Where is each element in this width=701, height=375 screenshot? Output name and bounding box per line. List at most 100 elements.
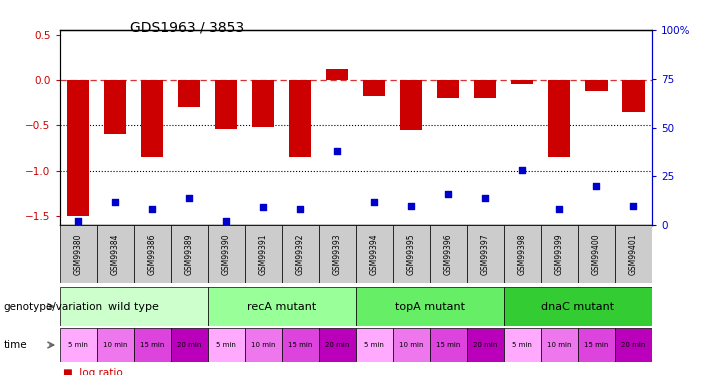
Bar [282, 328, 319, 362]
Bar [430, 225, 467, 283]
Bar [430, 328, 467, 362]
Text: GSM99394: GSM99394 [369, 233, 379, 275]
Text: 10 min: 10 min [251, 342, 275, 348]
Text: GSM99395: GSM99395 [407, 233, 416, 275]
Point [554, 206, 565, 212]
Text: topA mutant: topA mutant [395, 302, 465, 312]
Point [72, 218, 83, 224]
Point [257, 204, 268, 210]
Point [184, 195, 195, 201]
Bar [355, 225, 393, 283]
Bar [548, 80, 571, 157]
Text: 15 min: 15 min [140, 342, 164, 348]
Bar [355, 287, 504, 326]
Text: 20 min: 20 min [325, 342, 349, 348]
Bar [400, 80, 423, 130]
Bar [104, 80, 126, 134]
Bar [245, 225, 282, 283]
Bar [615, 328, 652, 362]
Bar [355, 328, 393, 362]
Text: ■  log ratio: ■ log ratio [63, 368, 123, 375]
Bar [60, 328, 97, 362]
Text: GSM99380: GSM99380 [74, 233, 83, 275]
Text: GSM99400: GSM99400 [592, 233, 601, 275]
Bar [67, 80, 89, 216]
Point [369, 199, 380, 205]
Point [406, 202, 417, 208]
Text: GDS1963 / 3853: GDS1963 / 3853 [130, 21, 244, 34]
Bar [319, 328, 355, 362]
Text: GSM99384: GSM99384 [111, 233, 120, 275]
Point [479, 195, 491, 201]
Bar [578, 328, 615, 362]
Text: 20 min: 20 min [177, 342, 201, 348]
Text: GSM99392: GSM99392 [296, 233, 305, 275]
Bar [393, 225, 430, 283]
Bar [178, 80, 200, 107]
Bar [134, 225, 170, 283]
Bar [615, 225, 652, 283]
Bar [622, 80, 644, 112]
Text: GSM99391: GSM99391 [259, 233, 268, 275]
Text: GSM99397: GSM99397 [481, 233, 490, 275]
Bar [289, 80, 311, 157]
Bar [282, 225, 319, 283]
Bar [60, 225, 97, 283]
Point [147, 206, 158, 212]
Point [517, 167, 528, 173]
Text: time: time [4, 340, 27, 350]
Bar [511, 80, 533, 84]
Text: wild type: wild type [108, 302, 159, 312]
Bar [363, 80, 386, 96]
Text: 15 min: 15 min [436, 342, 461, 348]
Text: GSM99401: GSM99401 [629, 233, 638, 275]
Bar [134, 328, 170, 362]
Point [591, 183, 602, 189]
Bar [170, 328, 207, 362]
Point [443, 191, 454, 197]
Text: 5 min: 5 min [68, 342, 88, 348]
Bar [504, 225, 541, 283]
Text: 20 min: 20 min [473, 342, 498, 348]
Bar [504, 328, 541, 362]
Bar [326, 69, 348, 80]
Bar [207, 328, 245, 362]
Bar [252, 80, 274, 127]
Point [109, 199, 121, 205]
Bar [585, 80, 608, 91]
Bar [60, 287, 207, 326]
Bar [207, 225, 245, 283]
Text: 20 min: 20 min [621, 342, 646, 348]
Bar [97, 225, 134, 283]
Point [628, 202, 639, 208]
Bar [504, 287, 652, 326]
Text: 5 min: 5 min [365, 342, 384, 348]
Text: GSM99390: GSM99390 [222, 233, 231, 275]
Text: 10 min: 10 min [547, 342, 571, 348]
Bar [541, 328, 578, 362]
Text: 5 min: 5 min [512, 342, 532, 348]
Text: recA mutant: recA mutant [247, 302, 316, 312]
Text: 15 min: 15 min [288, 342, 313, 348]
Text: GSM99393: GSM99393 [333, 233, 342, 275]
Text: 10 min: 10 min [399, 342, 423, 348]
Bar [578, 225, 615, 283]
Bar [467, 225, 504, 283]
Point [332, 148, 343, 154]
Bar [97, 328, 134, 362]
Point [221, 218, 232, 224]
Text: dnaC mutant: dnaC mutant [541, 302, 615, 312]
Text: GSM99399: GSM99399 [555, 233, 564, 275]
Bar [437, 80, 459, 98]
Text: GSM99398: GSM99398 [518, 233, 527, 275]
Text: 15 min: 15 min [584, 342, 608, 348]
Bar [474, 80, 496, 98]
Text: GSM99396: GSM99396 [444, 233, 453, 275]
Text: GSM99386: GSM99386 [148, 233, 156, 275]
Bar [541, 225, 578, 283]
Bar [170, 225, 207, 283]
Bar [215, 80, 237, 129]
Text: genotype/variation: genotype/variation [4, 302, 102, 312]
Text: 10 min: 10 min [103, 342, 128, 348]
Bar [207, 287, 355, 326]
